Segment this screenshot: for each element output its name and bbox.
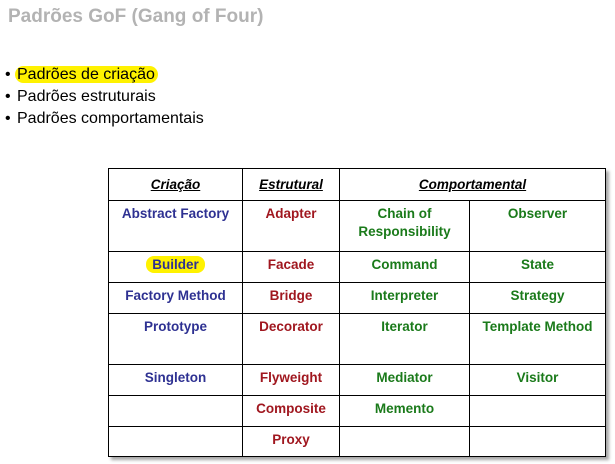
cell-criacao: [108, 395, 243, 427]
bullet-icon: •: [5, 88, 11, 105]
header-criacao: Criação: [108, 168, 243, 201]
cell-estrutural: Decorator: [242, 313, 340, 365]
table-row: Factory Method Bridge Interpreter Strate…: [108, 282, 607, 314]
cell-comportamental: Interpreter: [339, 282, 470, 314]
cell-comportamental: Chain of Responsibility: [339, 200, 470, 252]
cell-estrutural: Facade: [242, 251, 340, 283]
cell-comportamental: Memento: [339, 395, 470, 427]
cell-criacao: Abstract Factory: [108, 200, 243, 252]
cell-comportamental: [339, 426, 470, 457]
bullet-label-comportamentais: Padrões comportamentais: [17, 110, 204, 127]
cell-estrutural: Flyweight: [242, 364, 340, 396]
table-header-row: Criação Estrutural Comportamental: [108, 168, 607, 201]
cell-criacao: Builder: [108, 251, 243, 283]
cell-comportamental: Mediator: [339, 364, 470, 396]
header-comportamental: Comportamental: [338, 168, 607, 201]
bullet-icon: •: [5, 110, 11, 127]
cell-comportamental: Command: [339, 251, 470, 283]
cell-estrutural: Composite: [242, 395, 340, 427]
table-row: Composite Memento: [108, 395, 607, 427]
cell-criacao: [108, 426, 243, 457]
cell-comportamental: Iterator: [339, 313, 470, 365]
bullet-item-estruturais: • Padrões estruturais: [5, 86, 204, 108]
bullet-list: • Padrões de criação • Padrões estruturais…: [5, 64, 204, 130]
table-row: Prototype Decorator Iterator Template Me…: [108, 313, 607, 365]
table-row: Proxy: [108, 426, 607, 457]
cell-comportamental: [468, 395, 607, 427]
cell-estrutural: Adapter: [242, 200, 340, 252]
table-row: Builder Facade Command State: [108, 251, 607, 283]
bullet-item-comportamentais: • Padrões comportamentais: [5, 108, 204, 130]
slide-title: Padrões GoF (Gang of Four): [8, 6, 264, 27]
bullet-item-criacao: • Padrões de criação: [5, 64, 204, 86]
cell-criacao: Singleton: [108, 364, 243, 396]
cell-comportamental: Template Method: [468, 313, 607, 365]
cell-estrutural: Proxy: [242, 426, 340, 457]
gof-patterns-table: Criação Estrutural Comportamental Abstra…: [108, 168, 607, 457]
bullet-label-estruturais: Padrões estruturais: [17, 88, 156, 105]
cell-criacao: Prototype: [108, 313, 243, 365]
cell-criacao: Factory Method: [108, 282, 243, 314]
header-estrutural: Estrutural: [242, 168, 340, 201]
cell-comportamental: Strategy: [468, 282, 607, 314]
bullet-label-criacao: Padrões de criação: [15, 66, 158, 83]
cell-comportamental: State: [468, 251, 607, 283]
cell-comportamental: Visitor: [468, 364, 607, 396]
table-row: Abstract Factory Adapter Chain of Respon…: [108, 200, 607, 252]
cell-estrutural: Bridge: [242, 282, 340, 314]
cell-comportamental: [468, 426, 607, 457]
table-row: Singleton Flyweight Mediator Visitor: [108, 364, 607, 396]
cell-comportamental: Observer: [468, 200, 607, 252]
builder-highlight: Builder: [146, 256, 205, 273]
bullet-icon: •: [5, 66, 11, 83]
